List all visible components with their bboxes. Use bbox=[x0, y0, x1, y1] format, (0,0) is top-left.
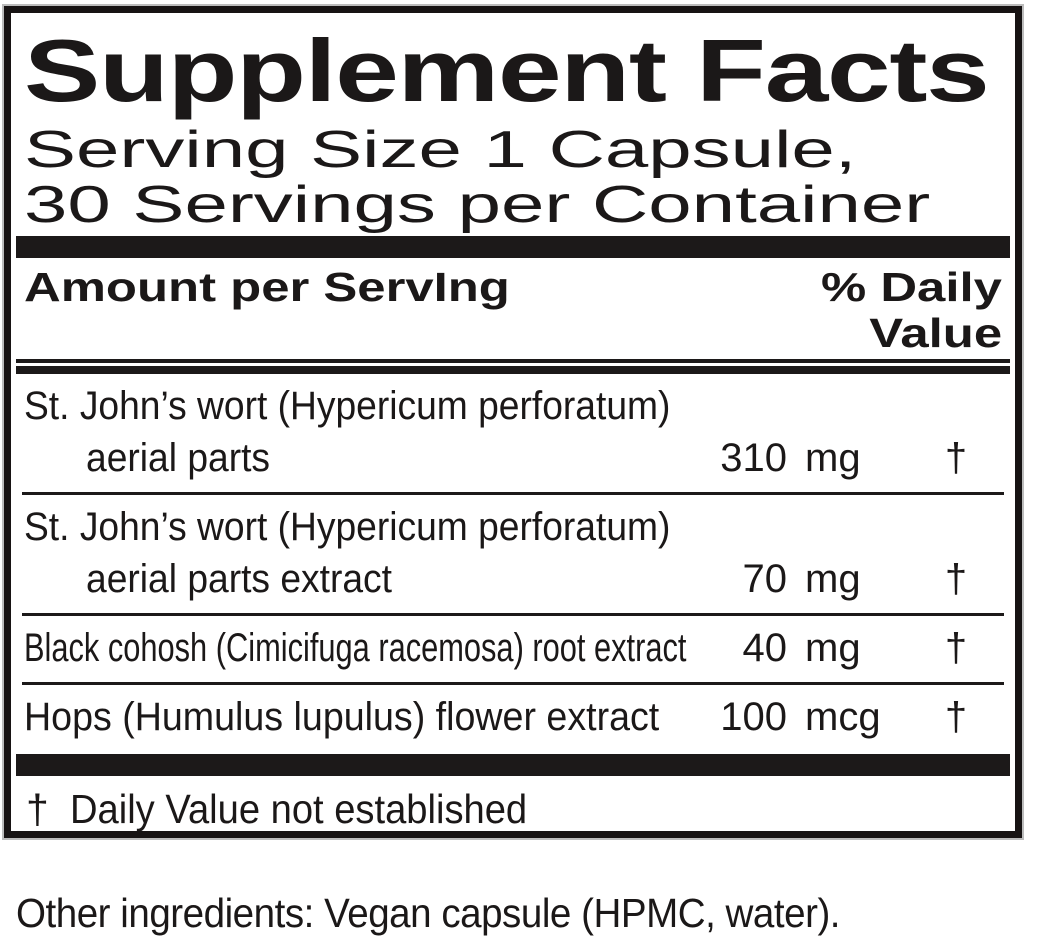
ingredient-name: Hops (Humulus lupulus) flower extract bbox=[24, 695, 660, 739]
amount-per-serving-header: Amount per ServIng bbox=[24, 264, 510, 310]
ingredient-name: Black cohosh (Cimicifuga racemosa) root … bbox=[24, 626, 687, 670]
amount-cell: 40 mg bbox=[709, 622, 910, 674]
ingredient-name: St. John’s wort (Hypericum perforatum) bbox=[24, 505, 671, 549]
panel-title-text: Supplement Facts bbox=[24, 21, 990, 120]
footnote: † Daily Value not established bbox=[24, 776, 1002, 832]
row-separator bbox=[22, 492, 1004, 495]
panel-title: Supplement Facts bbox=[24, 23, 1002, 119]
ingredient-row-black-cohosh: Black cohosh (Cimicifuga racemosa) root … bbox=[24, 616, 1002, 682]
divider-thick-bottom bbox=[16, 754, 1010, 776]
row-separator bbox=[22, 613, 1004, 616]
ingredient-subname: aerial parts bbox=[86, 436, 271, 480]
amount-value: 40 bbox=[742, 626, 788, 670]
ingredient-subname: aerial parts extract bbox=[86, 557, 392, 601]
serving-size-line: Serving Size 1 Capsule, bbox=[24, 121, 857, 179]
divider-thick-top bbox=[16, 236, 1010, 258]
amount-unit: mg bbox=[805, 436, 861, 480]
amount-cell: 70 mg bbox=[709, 553, 910, 605]
ingredient-amount-line: aerial parts 310 mg † bbox=[24, 432, 1002, 484]
amount-value: 310 bbox=[720, 436, 787, 480]
ingredient-row-st-johns-wort-aerial-parts: St. John’s wort (Hypericum perforatum) a… bbox=[24, 374, 1002, 492]
amount-value: 100 bbox=[720, 695, 787, 739]
ingredient-amount-line: aerial parts extract 70 mg † bbox=[24, 553, 1002, 605]
ingredient-amount-line: Black cohosh (Cimicifuga racemosa) root … bbox=[24, 622, 1002, 674]
daily-value-cell: † bbox=[944, 557, 968, 601]
ingredient-amount-line: Hops (Humulus lupulus) flower extract 10… bbox=[24, 691, 1002, 743]
serving-info: Serving Size 1 Capsule, 30 Servings per … bbox=[24, 123, 1002, 233]
servings-per-container-line: 30 Servings per Container bbox=[24, 176, 931, 234]
column-header-row: Amount per ServIng % Daily Value bbox=[24, 264, 1002, 356]
dagger-symbol: † bbox=[26, 786, 49, 832]
daily-value-header: % Daily Value bbox=[821, 264, 1002, 356]
ingredient-row-hops: Hops (Humulus lupulus) flower extract 10… bbox=[24, 685, 1002, 751]
amount-unit: mg bbox=[805, 557, 861, 601]
daily-value-cell: † bbox=[944, 626, 968, 670]
ingredient-row-st-johns-wort-extract: St. John’s wort (Hypericum perforatum) a… bbox=[24, 495, 1002, 613]
ingredient-name: St. John’s wort (Hypericum perforatum) bbox=[24, 384, 671, 428]
daily-value-cell: † bbox=[944, 436, 968, 480]
amount-cell: 100 mcg bbox=[709, 691, 910, 743]
other-ingredients-text: Other ingredients: Vegan capsule (HPMC, … bbox=[16, 890, 841, 936]
supplement-facts-panel: Supplement Facts Serving Size 1 Capsule,… bbox=[4, 6, 1022, 838]
amount-unit: mcg bbox=[805, 695, 881, 739]
daily-value-cell: † bbox=[944, 695, 968, 739]
row-separator bbox=[22, 682, 1004, 685]
divider-double-under-header bbox=[16, 359, 1010, 374]
amount-unit: mg bbox=[805, 626, 861, 670]
footnote-text: Daily Value not established bbox=[70, 786, 528, 832]
amount-value: 70 bbox=[742, 557, 788, 601]
amount-cell: 310 mg bbox=[709, 432, 910, 484]
